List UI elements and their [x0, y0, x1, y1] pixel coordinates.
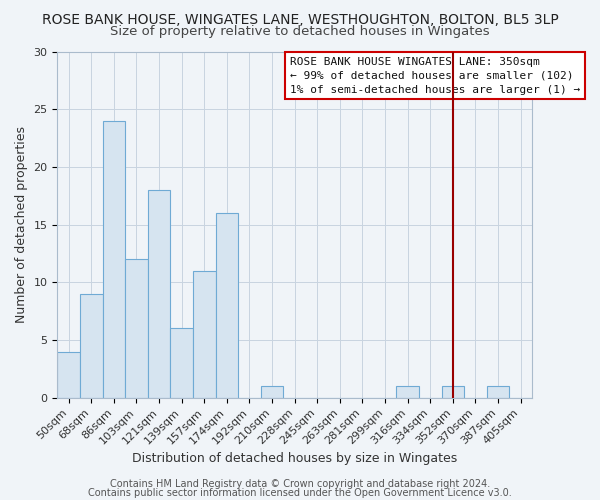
Text: Size of property relative to detached houses in Wingates: Size of property relative to detached ho…: [110, 25, 490, 38]
Bar: [170, 328, 193, 398]
Text: Contains HM Land Registry data © Crown copyright and database right 2024.: Contains HM Land Registry data © Crown c…: [110, 479, 490, 489]
Bar: [148, 190, 170, 398]
Bar: [58, 352, 80, 398]
Text: ROSE BANK HOUSE, WINGATES LANE, WESTHOUGHTON, BOLTON, BL5 3LP: ROSE BANK HOUSE, WINGATES LANE, WESTHOUG…: [41, 12, 559, 26]
Bar: [103, 120, 125, 398]
Bar: [125, 259, 148, 398]
Y-axis label: Number of detached properties: Number of detached properties: [15, 126, 28, 323]
X-axis label: Distribution of detached houses by size in Wingates: Distribution of detached houses by size …: [132, 452, 457, 465]
Bar: [397, 386, 419, 398]
Bar: [442, 386, 464, 398]
Text: Contains public sector information licensed under the Open Government Licence v3: Contains public sector information licen…: [88, 488, 512, 498]
Bar: [261, 386, 283, 398]
Text: ROSE BANK HOUSE WINGATES LANE: 350sqm
← 99% of detached houses are smaller (102): ROSE BANK HOUSE WINGATES LANE: 350sqm ← …: [290, 56, 580, 94]
Bar: [80, 294, 103, 398]
Bar: [193, 271, 215, 398]
Bar: [487, 386, 509, 398]
Bar: [215, 213, 238, 398]
